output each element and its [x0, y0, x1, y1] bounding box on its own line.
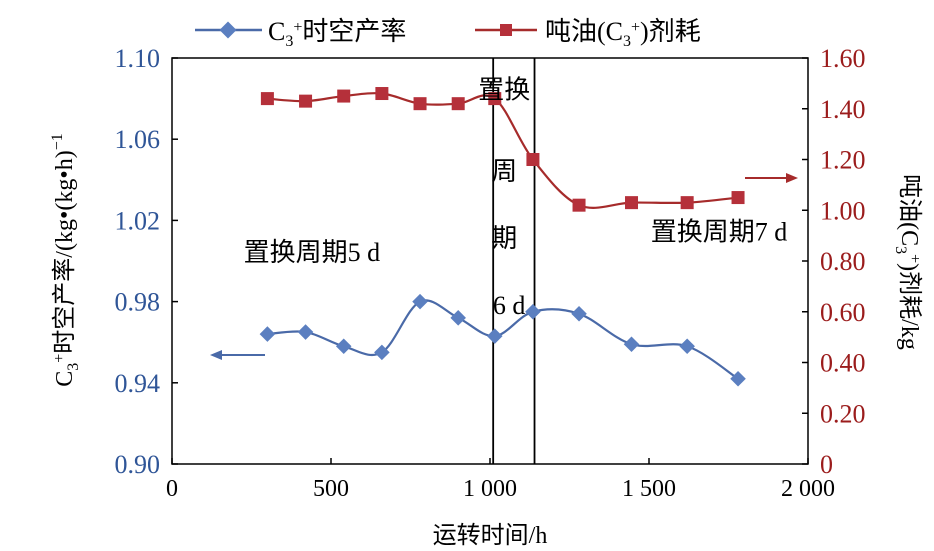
- data-point: [260, 92, 274, 106]
- annotation-label: 6 d: [493, 291, 526, 320]
- y-right-tick-label: 1.20: [820, 146, 866, 175]
- y-left-tick-label: 1.02: [115, 206, 161, 235]
- x-tick-label: 0: [166, 476, 178, 502]
- series-line: [267, 92, 739, 209]
- y-left-tick-label: 1.06: [115, 125, 161, 154]
- data-point: [525, 303, 541, 320]
- left-axis-arrow: [210, 350, 265, 360]
- series-catalyst-consumption: [260, 87, 745, 212]
- data-point: [526, 153, 540, 166]
- x-tick-label: 2 000: [781, 476, 835, 502]
- y-right-tick-label: 0.80: [820, 247, 866, 276]
- data-point: [625, 196, 639, 210]
- y-right-tick-label: 0.20: [820, 399, 866, 428]
- annotation-label: 置换: [478, 76, 530, 105]
- data-point: [571, 306, 587, 322]
- y-left-tick-label: 0.90: [115, 450, 161, 479]
- y-left-axis: 0.90 0.94 0.98 1.02 1.06 1.10: [115, 44, 178, 479]
- y-right-tick-label: 0.40: [820, 349, 866, 378]
- y-right-tick-label: 1.60: [820, 44, 866, 73]
- data-point: [337, 89, 351, 103]
- replacement-period-dividers: [492, 58, 536, 464]
- y-left-tick-label: 1.10: [115, 44, 161, 73]
- y-right-axis: 0 0.20 0.40 0.60 0.80 1.00 1.20 1.40 1.60: [802, 44, 866, 479]
- y-right-tick-label: 0: [820, 450, 833, 479]
- data-point: [623, 336, 640, 353]
- data-point: [730, 370, 746, 387]
- data-point: [375, 87, 389, 101]
- y-left-tick-label: 0.98: [115, 288, 161, 317]
- data-point: [413, 97, 427, 111]
- x-axis-title: 运转时间/h: [433, 522, 548, 549]
- data-point: [450, 310, 466, 326]
- data-point: [488, 92, 502, 106]
- x-tick-label: 1 500: [622, 476, 676, 502]
- y-left-tick-label: 0.94: [115, 369, 161, 398]
- y-right-tick-label: 0.60: [820, 298, 866, 327]
- data-point: [572, 198, 586, 212]
- y-right-tick-label: 1.40: [820, 95, 866, 124]
- data-point: [679, 338, 695, 355]
- annotation-label: 周: [491, 157, 517, 186]
- legend: C3+时空产率 吨油(C3+)剂耗: [195, 17, 701, 50]
- legend-right-label: 吨油(C3+)剂耗: [545, 17, 701, 50]
- annotations: 置换周期5 d 置换周期 6 d 置换周期7 d: [244, 76, 788, 320]
- data-point: [297, 324, 314, 340]
- annotation-label: 置换周期7 d: [651, 218, 788, 247]
- x-tick-label: 500: [313, 476, 349, 502]
- diamond-icon: [219, 21, 237, 39]
- annotation-label: 期: [491, 224, 517, 253]
- right-axis-arrow: [745, 173, 798, 183]
- y-right-axis-title: 吨油(C3+)剂耗/kg: [892, 174, 923, 350]
- y-left-axis-title: C3+时空产率/(kg•(kg•h)−1: [49, 133, 82, 387]
- y-right-tick-label: 1.00: [820, 196, 866, 225]
- data-point: [680, 196, 694, 210]
- x-tick-label: 1 000: [463, 476, 517, 502]
- data-point: [335, 338, 352, 355]
- data-point: [299, 94, 313, 108]
- data-point: [451, 97, 465, 111]
- square-icon: [500, 24, 512, 36]
- data-point: [259, 326, 276, 342]
- legend-left-label: C3+时空产率: [268, 17, 406, 50]
- x-axis: 0 500 1 000 1 500 2 000: [166, 458, 835, 502]
- data-point: [731, 191, 745, 205]
- data-point: [486, 328, 503, 344]
- annotation-label: 置换周期5 d: [244, 238, 381, 267]
